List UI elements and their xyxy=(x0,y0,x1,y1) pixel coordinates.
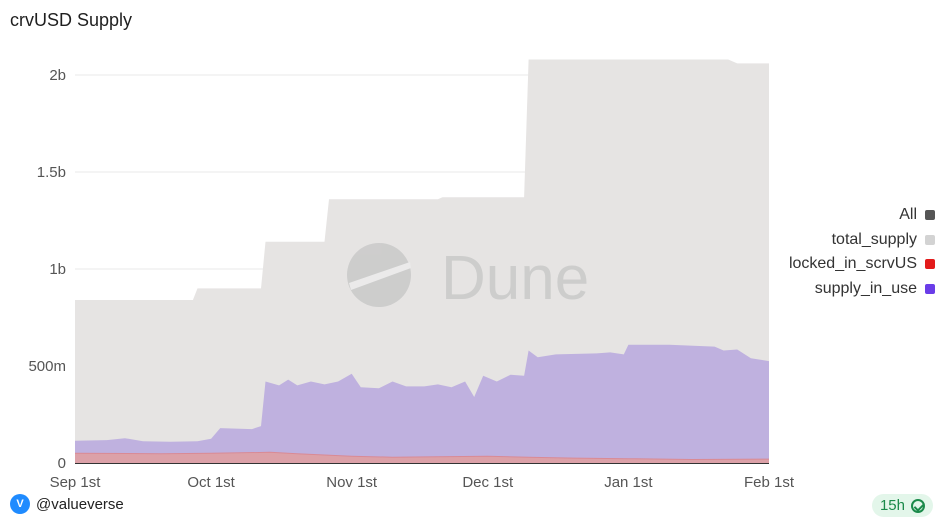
dune-watermark: Dune xyxy=(347,243,589,313)
refresh-badge[interactable]: 15h xyxy=(871,494,933,517)
avatar: V xyxy=(10,494,30,514)
x-tick-label: Feb 1st xyxy=(744,474,795,491)
y-tick-label: 500m xyxy=(28,358,66,375)
legend-swatch xyxy=(925,210,935,221)
line-locked-in-scrvus xyxy=(74,451,770,461)
author-name: @valueverse xyxy=(36,495,124,513)
y-axis-ticks: 0 500m 1b 1.5b 2b xyxy=(28,67,66,472)
x-axis-ticks: Sep 1st Oct 1st Nov 1st Dec 1st Jan 1st Feb 1… xyxy=(50,474,795,491)
area-locked-in-scrvUS[interactable] xyxy=(75,452,769,463)
legend-swatch xyxy=(925,283,935,294)
refresh-age: 15h xyxy=(879,497,905,514)
y-tick-label: 1.5b xyxy=(37,164,66,181)
legend-item-total-supply[interactable]: total_supply xyxy=(789,228,935,253)
x-tick-label: Oct 1st xyxy=(187,474,235,491)
legend-label: supply_in_use xyxy=(814,279,917,297)
x-tick-label: Dec 1st xyxy=(462,474,514,491)
legend: All total_supply locked_in_scrvUS supply… xyxy=(789,203,935,301)
check-circle-icon xyxy=(911,498,925,513)
y-tick-label: 2b xyxy=(49,67,66,84)
legend-item-all[interactable]: All xyxy=(789,203,935,228)
x-tick-label: Nov 1st xyxy=(326,474,378,491)
area-supply-in-use[interactable] xyxy=(75,344,769,463)
legend-swatch xyxy=(925,234,935,245)
y-tick-label: 1b xyxy=(49,261,66,278)
y-tick-label: 0 xyxy=(58,455,66,472)
watermark-text: Dune xyxy=(441,244,589,313)
author-link[interactable]: V @valueverse xyxy=(10,494,124,514)
legend-label: total_supply xyxy=(831,230,917,248)
x-tick-label: Jan 1st xyxy=(604,474,653,491)
legend-label: locked_in_scrvUS xyxy=(788,255,917,273)
chart-title: crvUSD Supply xyxy=(10,10,133,30)
legend-item-supply-in-use[interactable]: supply_in_use xyxy=(789,277,935,302)
legend-label: All xyxy=(899,206,917,224)
legend-swatch xyxy=(925,259,935,270)
legend-item-locked-in-scrvus[interactable]: locked_in_scrvUS xyxy=(789,252,935,277)
chart-areas xyxy=(74,59,770,463)
x-tick-label: Sep 1st xyxy=(50,474,102,491)
